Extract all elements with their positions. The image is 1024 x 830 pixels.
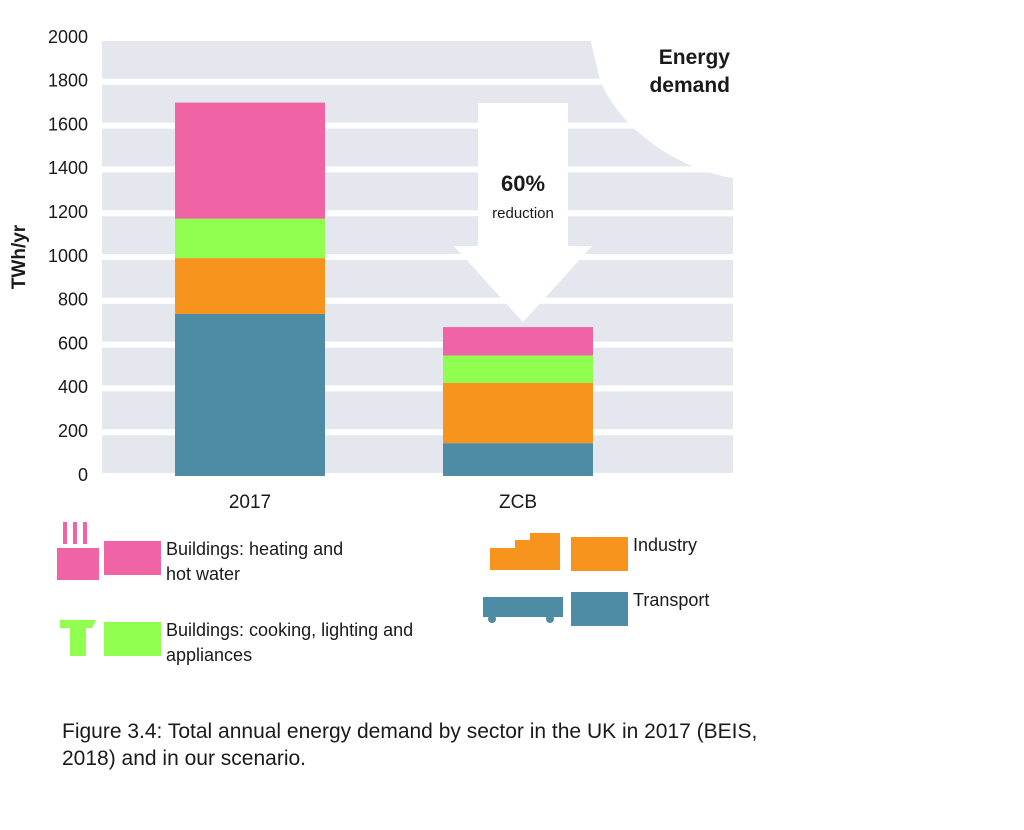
bar-segment — [175, 218, 325, 259]
y-tick-label: 1600 — [48, 114, 88, 134]
bar-segment — [443, 355, 593, 383]
panel-title: Energy demand — [649, 46, 730, 97]
x-tick-label: ZCB — [499, 492, 537, 513]
bar-segment — [175, 313, 325, 476]
legend: Transport Industry Buildings: cooking, lig… — [104, 535, 710, 666]
corner-shape — [590, 38, 733, 178]
caption-box: Figure 3.4: Total annual energy demand b… — [62, 720, 758, 771]
y-tick-label: 400 — [58, 377, 88, 397]
change-label: reduction — [492, 205, 554, 222]
y-tick-label: 1200 — [48, 202, 88, 222]
legend-label: Transport — [633, 590, 710, 610]
y-tick-label: 200 — [58, 421, 88, 441]
transport-icon — [483, 597, 563, 623]
legend-swatch — [104, 622, 161, 656]
y-tick-label: 1800 — [48, 71, 88, 91]
y-tick-label: 2000 — [48, 27, 88, 47]
legend-swatch — [571, 592, 628, 626]
cooking-icon — [60, 620, 96, 656]
y-tick-label: 800 — [58, 290, 88, 310]
y-tick-label: 1400 — [48, 158, 88, 178]
y-tick-label: 0 — [78, 465, 88, 485]
legend-label-box: Industry — [633, 535, 698, 555]
legend-label: Industry — [633, 535, 698, 555]
legend-swatch — [104, 541, 161, 575]
y-tick-label: 600 — [58, 333, 88, 353]
legend-swatch — [571, 537, 628, 571]
bar-segment — [443, 382, 593, 444]
legend-label-box: Buildings: heating and hot water — [166, 539, 344, 585]
bar-segment — [175, 258, 325, 314]
caption: Figure 3.4: Total annual energy demand b… — [62, 720, 758, 771]
reduction-arrow — [454, 103, 592, 322]
change-value: 60% — [501, 171, 545, 196]
bar-segment — [443, 327, 593, 356]
legend-label-box: Buildings: cooking, lighting and applian… — [166, 620, 414, 666]
y-tick-label: 1000 — [48, 246, 88, 266]
bar-segment — [175, 102, 325, 219]
x-tick-label: 2017 — [229, 492, 271, 513]
legend-label: Buildings: heating and hot water — [166, 539, 344, 585]
legend-label-box: Transport — [633, 590, 710, 610]
y-axis-label: TWh/yr — [9, 224, 30, 289]
bars — [175, 102, 593, 476]
legend-label: Buildings: cooking, lighting and applian… — [166, 620, 414, 666]
heating-icon — [57, 522, 99, 580]
bar-segment — [443, 443, 593, 476]
industry-icon — [490, 533, 560, 570]
